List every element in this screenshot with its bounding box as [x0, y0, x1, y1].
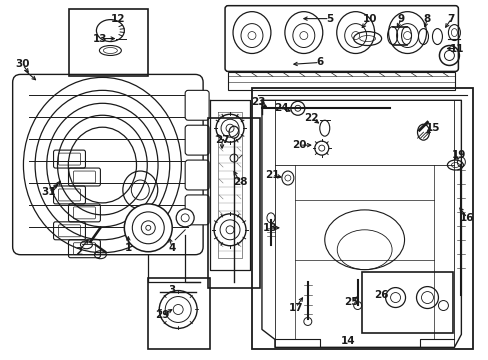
Bar — [148, 278, 210, 349]
Bar — [227, 72, 454, 90]
Text: 4: 4 — [168, 243, 176, 253]
Text: 11: 11 — [449, 44, 464, 54]
Text: 5: 5 — [325, 14, 333, 24]
Text: 10: 10 — [362, 14, 376, 24]
Text: 14: 14 — [340, 336, 354, 346]
Ellipse shape — [216, 114, 244, 142]
Text: 30: 30 — [15, 59, 30, 69]
Text: 27: 27 — [214, 135, 229, 145]
Text: 9: 9 — [397, 14, 404, 24]
Text: 28: 28 — [232, 177, 247, 187]
Text: 6: 6 — [316, 58, 323, 67]
FancyBboxPatch shape — [185, 125, 209, 155]
Text: 19: 19 — [451, 150, 466, 160]
Ellipse shape — [214, 214, 245, 246]
Text: 7: 7 — [447, 14, 454, 24]
Text: 2: 2 — [75, 247, 82, 257]
Text: 24: 24 — [274, 103, 288, 113]
Text: 8: 8 — [423, 14, 430, 24]
Bar — [68, 9, 148, 76]
Bar — [361, 272, 452, 333]
Text: 13: 13 — [93, 33, 107, 44]
Text: 1: 1 — [124, 243, 132, 253]
Text: 18: 18 — [262, 223, 277, 233]
Text: 16: 16 — [459, 213, 474, 223]
FancyBboxPatch shape — [185, 90, 209, 120]
FancyBboxPatch shape — [185, 195, 209, 225]
Text: 23: 23 — [250, 97, 264, 107]
Text: 15: 15 — [426, 123, 440, 133]
Bar — [251, 88, 472, 349]
Text: 22: 22 — [304, 113, 318, 123]
Text: 20: 20 — [292, 140, 306, 150]
Text: 12: 12 — [111, 14, 125, 24]
Text: 17: 17 — [288, 302, 303, 312]
Ellipse shape — [124, 204, 172, 252]
Text: 31: 31 — [41, 187, 56, 197]
Bar — [208, 118, 260, 288]
Text: 29: 29 — [155, 310, 169, 320]
Text: 3: 3 — [168, 284, 176, 294]
FancyBboxPatch shape — [185, 160, 209, 190]
Text: 26: 26 — [374, 289, 388, 300]
Ellipse shape — [176, 209, 194, 227]
Text: 21: 21 — [264, 170, 279, 180]
Text: 25: 25 — [344, 297, 358, 306]
